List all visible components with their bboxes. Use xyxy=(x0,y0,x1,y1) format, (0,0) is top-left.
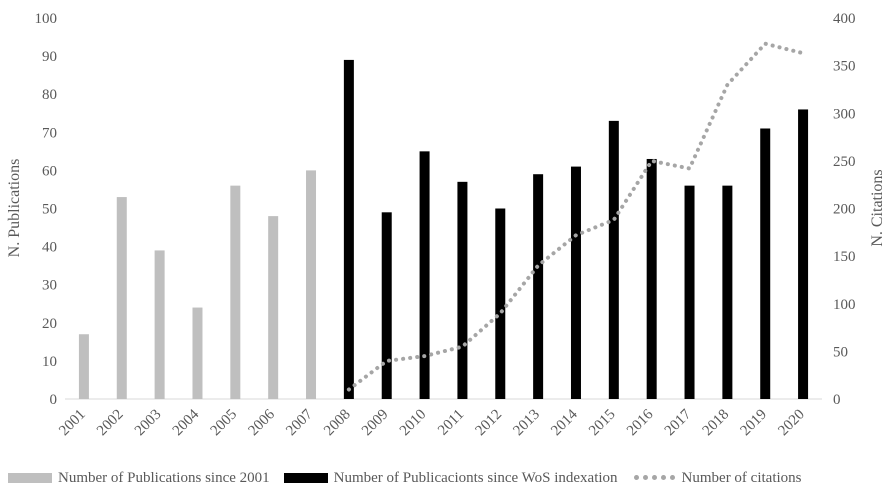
x-tick-label: 2019 xyxy=(738,407,771,440)
y-tick-label: 10 xyxy=(42,354,57,370)
bar xyxy=(419,151,430,399)
bar xyxy=(533,174,544,399)
y-tick-label: 100 xyxy=(35,11,58,27)
x-tick-label: 2003 xyxy=(132,407,165,440)
x-tick-label: 2018 xyxy=(700,407,733,440)
x-tick-label: 2005 xyxy=(208,407,241,440)
x-tick-label: 2013 xyxy=(510,407,543,440)
legend-swatch-grey xyxy=(8,473,52,483)
x-tick-label: 2001 xyxy=(56,407,89,440)
y2-tick-label: 150 xyxy=(833,249,856,265)
bar xyxy=(78,334,89,399)
y-tick-label: 20 xyxy=(42,316,57,332)
y-tick-label: 90 xyxy=(42,49,57,65)
y2-tick-label: 0 xyxy=(833,392,841,408)
y2-tick-label: 100 xyxy=(833,297,856,313)
legend: Number of Publications since 2001 Number… xyxy=(8,468,888,488)
x-tick-label: 2006 xyxy=(245,406,278,439)
bar xyxy=(154,250,165,399)
x-tick-label: 2009 xyxy=(359,407,392,440)
legend-item-publications-2001: Number of Publications since 2001 xyxy=(8,470,270,487)
y-tick-label: 50 xyxy=(42,202,57,218)
y-axis-title: N. Publications xyxy=(6,159,23,258)
bar xyxy=(268,216,279,399)
bar xyxy=(646,158,657,399)
bar xyxy=(192,307,203,399)
y-tick-label: 40 xyxy=(42,240,57,256)
bar xyxy=(798,109,809,399)
y-tick-label: 0 xyxy=(50,392,58,408)
x-tick-label: 2014 xyxy=(548,406,581,439)
legend-label: Number of citations xyxy=(681,469,802,486)
y2-tick-label: 300 xyxy=(833,106,856,122)
bar xyxy=(381,212,392,399)
x-tick-label: 2020 xyxy=(775,407,808,440)
x-tick-label: 2004 xyxy=(170,406,203,439)
x-tick-label: 2010 xyxy=(397,407,430,440)
bar xyxy=(116,197,127,399)
bar xyxy=(306,170,317,399)
legend-item-citations: Number of citations xyxy=(632,470,802,487)
y2-tick-label: 350 xyxy=(833,59,856,75)
y-tick-label: 60 xyxy=(42,163,57,179)
bar xyxy=(343,59,354,399)
legend-swatch-dotted xyxy=(632,473,676,483)
x-tick-label: 2007 xyxy=(283,406,316,439)
x-tick-label: 2015 xyxy=(586,407,619,440)
y2-tick-label: 200 xyxy=(833,202,856,218)
legend-label: Number of Publications since 2001 xyxy=(58,469,270,486)
citations-line xyxy=(346,41,806,392)
x-tick-label: 2002 xyxy=(94,407,127,440)
bar xyxy=(230,185,241,399)
bar xyxy=(722,185,733,399)
legend-item-publications-wos: Number of Publicacionts since WoS indexa… xyxy=(283,469,618,487)
bar xyxy=(760,128,771,400)
legend-label: Number of Publicacionts since WoS indexa… xyxy=(333,469,618,486)
bar xyxy=(570,166,581,399)
legend-swatch-black xyxy=(283,473,328,483)
bar xyxy=(457,181,468,399)
y2-tick-label: 50 xyxy=(833,344,848,360)
y2-axis-title: N. Citations xyxy=(869,169,886,246)
x-tick-label: 2011 xyxy=(435,407,467,439)
x-tick-label: 2008 xyxy=(321,407,354,440)
y-tick-label: 80 xyxy=(42,87,57,103)
y-tick-label: 70 xyxy=(42,125,57,141)
x-tick-label: 2016 xyxy=(624,406,657,439)
x-tick-label: 2012 xyxy=(473,407,506,440)
bar xyxy=(495,208,506,399)
y2-tick-label: 250 xyxy=(833,154,856,170)
y2-tick-label: 400 xyxy=(833,11,856,27)
bars xyxy=(78,59,809,400)
y-tick-label: 30 xyxy=(42,278,57,294)
bar xyxy=(684,185,695,399)
x-tick-label: 2017 xyxy=(662,406,695,439)
bar xyxy=(608,120,619,400)
